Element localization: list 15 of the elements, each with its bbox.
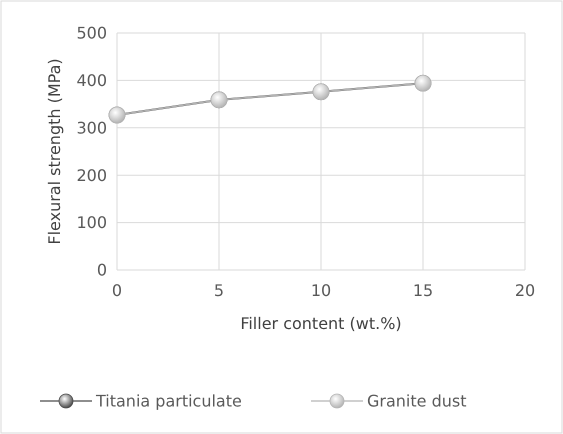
y-tick-label: 500: [76, 24, 107, 43]
y-axis-title: Flexural strength (MPa): [45, 58, 64, 245]
y-tick-label: 100: [76, 213, 107, 232]
y-tick-label: 0: [96, 260, 107, 280]
x-tick-label: 0: [112, 281, 122, 300]
y-tick-label: 200: [76, 166, 107, 185]
x-tick-label: 15: [412, 281, 434, 300]
y-tick-label: 300: [76, 118, 107, 138]
x-tick-label: 10: [310, 281, 332, 300]
legend-label: Titania particulate: [95, 392, 242, 411]
legend-label: Granite dust: [367, 392, 466, 411]
x-tick-label: 20: [514, 281, 536, 300]
x-tick-label: 5: [214, 281, 224, 300]
x-axis-title: Filler content (wt.%): [240, 314, 402, 333]
y-tick-label: 400: [76, 71, 107, 90]
